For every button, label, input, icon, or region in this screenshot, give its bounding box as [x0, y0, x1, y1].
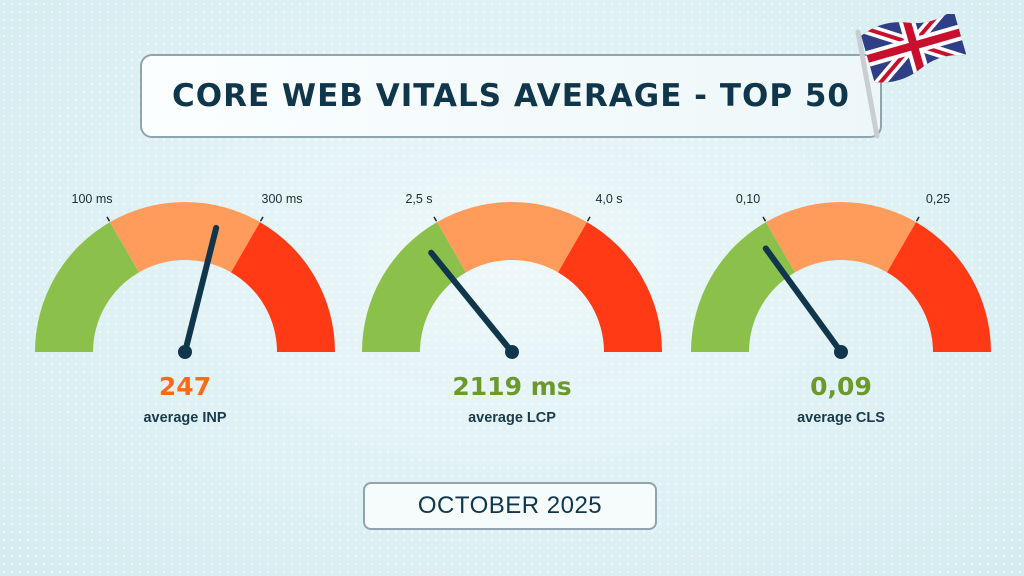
gauge-caption-cls: average CLS: [797, 410, 885, 426]
date-badge: OCTOBER 2025: [363, 482, 657, 530]
gauge-tick-label-inp-1: 100 ms: [72, 192, 113, 206]
page-title: CORE WEB VITALS AVERAGE - TOP 50: [171, 78, 850, 114]
gauge-pivot-cls: [834, 345, 848, 359]
gauge-zone-poor-cls: [887, 222, 991, 352]
gauge-tick-lcp-1: [433, 216, 438, 222]
gauge-caption-lcp: average LCP: [468, 410, 556, 426]
gauge-needle-cls: [762, 245, 844, 355]
gauge-tick-label-cls-1: 0,10: [736, 192, 760, 206]
gauge-cls: 0,10 0,25: [691, 192, 991, 359]
gauge-lcp: 2,5 s 4,0 s: [362, 192, 662, 359]
gauge-tick-inp-1: [106, 216, 111, 222]
gauge-zone-good-inp: [35, 222, 139, 352]
gauge-zone-poor-lcp: [558, 222, 662, 352]
gauge-tick-lcp-2: [586, 216, 591, 222]
uk-flag-icon: [855, 14, 966, 139]
gauge-zone-needs-improvement-inp: [110, 202, 260, 273]
gauge-needle-inp: [182, 224, 220, 355]
gauge-tick-label-lcp-2: 4,0 s: [595, 192, 622, 206]
gauge-tick-cls-1: [762, 216, 767, 222]
gauge-pivot-lcp: [505, 345, 519, 359]
gauge-caption-inp: average INP: [143, 410, 227, 426]
gauge-tick-inp-2: [259, 216, 264, 222]
gauge-zone-poor-inp: [231, 222, 335, 352]
gauge-needle-lcp: [428, 249, 515, 355]
gauge-value-inp: 247: [158, 372, 212, 401]
gauge-value-cls: 0,09: [810, 372, 872, 401]
date-label: OCTOBER 2025: [417, 492, 603, 519]
gauge-zone-needs-improvement-cls: [766, 202, 916, 273]
gauge-zone-needs-improvement-lcp: [437, 202, 587, 273]
gauge-tick-label-cls-2: 0,25: [926, 192, 950, 206]
gauge-tick-label-lcp-1: 2,5 s: [405, 192, 432, 206]
gauge-inp: 100 ms 300 ms: [35, 192, 335, 359]
gauge-tick-cls-2: [915, 216, 920, 222]
title-banner: CORE WEB VITALS AVERAGE - TOP 50: [140, 54, 882, 138]
gauge-pivot-inp: [178, 345, 192, 359]
gauge-tick-label-inp-2: 300 ms: [262, 192, 303, 206]
gauge-value-lcp: 2119 ms: [452, 372, 572, 401]
gauge-zone-good-lcp: [362, 222, 466, 352]
